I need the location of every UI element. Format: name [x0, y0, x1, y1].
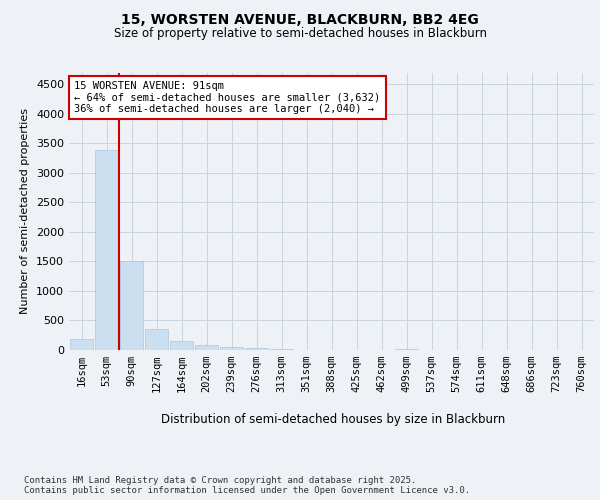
Bar — [95, 150, 118, 350]
Text: Distribution of semi-detached houses by size in Blackburn: Distribution of semi-detached houses by … — [161, 412, 505, 426]
Bar — [245, 348, 268, 350]
Text: 15 WORSTEN AVENUE: 91sqm
← 64% of semi-detached houses are smaller (3,632)
36% o: 15 WORSTEN AVENUE: 91sqm ← 64% of semi-d… — [74, 81, 380, 114]
Text: Size of property relative to semi-detached houses in Blackburn: Size of property relative to semi-detach… — [113, 28, 487, 40]
Bar — [194, 346, 218, 350]
Bar — [70, 339, 94, 350]
Bar — [170, 342, 193, 350]
Bar — [119, 261, 143, 350]
Y-axis label: Number of semi-detached properties: Number of semi-detached properties — [20, 108, 31, 314]
Bar — [220, 347, 244, 350]
Text: Contains HM Land Registry data © Crown copyright and database right 2025.
Contai: Contains HM Land Registry data © Crown c… — [24, 476, 470, 495]
Text: 15, WORSTEN AVENUE, BLACKBURN, BB2 4EG: 15, WORSTEN AVENUE, BLACKBURN, BB2 4EG — [121, 12, 479, 26]
Bar — [269, 349, 293, 350]
Bar — [145, 328, 169, 350]
Bar — [395, 349, 418, 350]
